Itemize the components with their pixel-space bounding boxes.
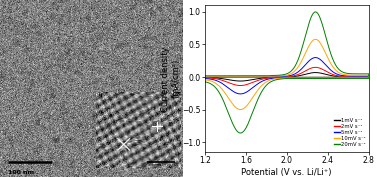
Text: 5 nm: 5 nm: [149, 163, 159, 167]
Y-axis label: Current density
(mA/cm²): Current density (mA/cm²): [161, 46, 181, 112]
X-axis label: Potential (V vs. Li/Li⁺): Potential (V vs. Li/Li⁺): [241, 168, 332, 177]
Text: 0.35 nm: 0.35 nm: [114, 158, 129, 173]
Text: 100 nm: 100 nm: [8, 170, 34, 175]
Legend: 1mV s⁻¹, 2mV s⁻¹, 5mV s⁻¹, 10mV s⁻¹, 20mV s⁻¹: 1mV s⁻¹, 2mV s⁻¹, 5mV s⁻¹, 10mV s⁻¹, 20m…: [333, 116, 368, 149]
Text: 0.35 nm: 0.35 nm: [159, 116, 163, 133]
